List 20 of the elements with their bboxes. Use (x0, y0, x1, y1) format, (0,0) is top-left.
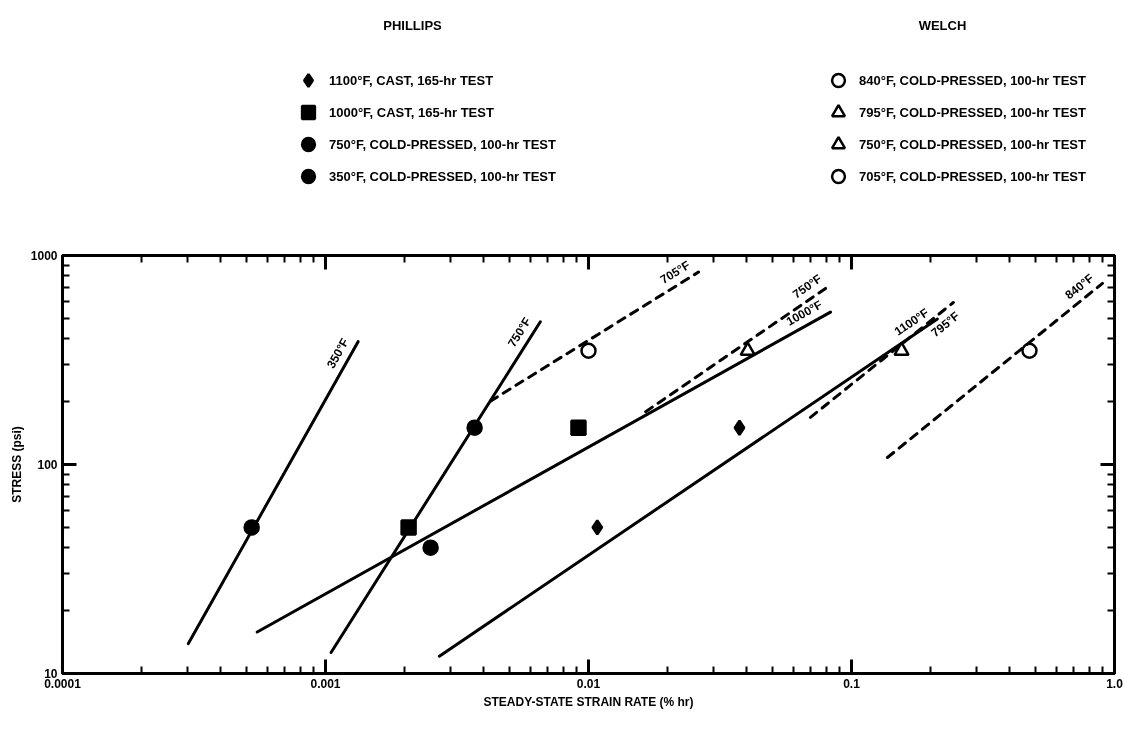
legend-label: 1000°F, CAST, 165-hr TEST (329, 103, 494, 121)
x-axis-title: STEADY-STATE STRAIN RATE (% hr) (483, 694, 694, 709)
y-tick-label: 1000 (30, 249, 58, 263)
y-axis-title: STRESS (psi) (9, 426, 24, 503)
x-tick-label: 0.001 (310, 676, 341, 691)
y-tick-label: 10 (44, 667, 58, 681)
legend-label: 750°F, COLD-PRESSED, 100-hr TEST (859, 135, 1086, 153)
x-tick-label: 1.0 (1106, 676, 1124, 691)
legend-label: 350°F, COLD-PRESSED, 100-hr TEST (329, 167, 556, 185)
text: 350°F (323, 335, 352, 371)
legend-label: 750°F, COLD-PRESSED, 100-hr TEST (329, 135, 556, 153)
legend-label: 840°F, COLD-PRESSED, 100-hr TEST (859, 71, 1086, 89)
legend-label: 1100°F, CAST, 165-hr TEST (329, 71, 494, 89)
legend-label: 795°F, COLD-PRESSED, 100-hr TEST (859, 103, 1086, 121)
legend-label: 705°F, COLD-PRESSED, 100-hr TEST (859, 167, 1086, 185)
text: WELCH (918, 17, 967, 33)
x-tick-label: 0.01 (576, 676, 601, 691)
x-tick-label: 0.1 (843, 676, 861, 691)
y-tick-label: 100 (37, 458, 58, 472)
text: PHILLIPS (383, 17, 443, 33)
